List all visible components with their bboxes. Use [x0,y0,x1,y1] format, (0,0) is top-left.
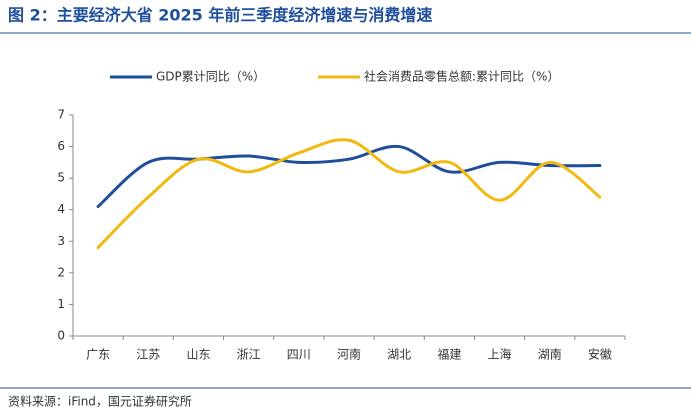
y-tick-label: 7 [57,108,65,122]
x-tick-label: 福建 [437,347,461,362]
y-tick-label: 4 [57,202,65,216]
legend-label: GDP累计同比（%） [156,70,265,84]
series-line [96,144,602,209]
x-tick-label: 湖北 [387,347,411,362]
legend-label: 社会消费品零售总额:累计同比（%） [364,69,559,84]
y-tick-label: 3 [57,234,65,248]
series-line [96,138,602,250]
x-tick-label: 四川 [287,348,311,362]
y-tick-label: 5 [57,171,65,185]
x-tick-label: 河南 [337,347,361,362]
x-tick-label: 江苏 [136,348,160,362]
x-tick-label: 山东 [186,348,210,362]
y-tick-label: 6 [57,139,65,153]
x-tick-label: 安徽 [588,347,612,362]
y-tick-label: 2 [57,265,65,279]
x-tick-label: 湖南 [538,347,562,362]
x-tick-label: 广东 [86,348,110,362]
chart-title: 图 2：主要经济大省 2025 年前三季度经济增速与消费增速 [8,6,432,25]
y-tick-label: 0 [57,329,65,343]
x-tick-label: 浙江 [237,348,261,362]
x-tick-label: 上海 [488,347,512,362]
source: 资料来源：iFind，国元证券研究所 [8,394,192,409]
y-tick-label: 1 [57,297,65,311]
